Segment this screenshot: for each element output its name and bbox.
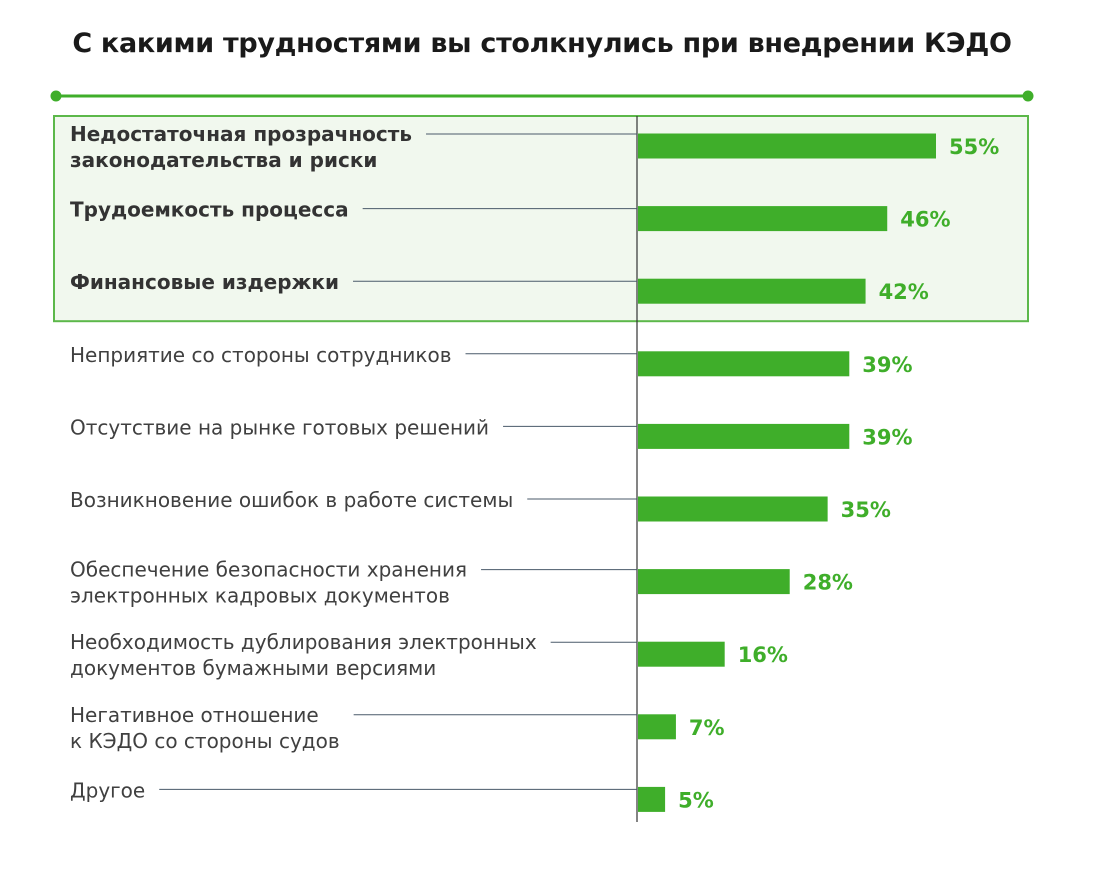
value-label: 55%	[949, 135, 999, 159]
category-label-line: Неприятие со стороны сотрудников	[70, 343, 452, 367]
chart-title: С какими трудностями вы столкнулись при …	[72, 28, 1012, 59]
category-label-line: Финансовые издержки	[70, 270, 339, 294]
category-label-line: Трудоемкость процесса	[70, 198, 349, 222]
bar	[638, 569, 790, 595]
category-label: Отсутствие на рынке готовых решений	[70, 415, 489, 439]
value-label: 42%	[879, 280, 929, 304]
category-label-line: Отсутствие на рынке готовых решений	[70, 415, 489, 439]
category-label-line: Возникновение ошибок в работе системы	[70, 488, 513, 512]
bar	[638, 206, 888, 232]
category-label: Недостаточная прозрачность законодательст…	[70, 122, 412, 172]
category-label: Негативное отношение к КЭДО со стороны су…	[70, 703, 340, 753]
bar	[638, 351, 850, 377]
category-label-line: Негативное отношение	[70, 703, 319, 727]
category-label: Неприятие со стороны сотрудников	[70, 343, 452, 367]
bar	[638, 133, 936, 159]
title-rule-dot-left	[50, 90, 62, 102]
bar	[638, 641, 725, 667]
value-label: 7%	[689, 716, 725, 740]
value-label: 39%	[862, 353, 912, 377]
title-rule-dot-right	[1022, 90, 1034, 102]
bar	[638, 496, 828, 522]
value-label: 5%	[678, 788, 714, 812]
category-label-line: к КЭДО со стороны судов	[70, 729, 340, 753]
category-label: Трудоемкость процесса	[70, 198, 349, 222]
category-label: Возникновение ошибок в работе системы	[70, 488, 513, 512]
value-label: 16%	[738, 643, 788, 667]
category-label-line: законодательства и риски	[70, 148, 377, 172]
category-label-line: Обеспечение безопасности хранения	[70, 558, 467, 582]
label-layer: Недостаточная прозрачность законодательст…	[70, 122, 999, 812]
category-label-line: Необходимость дублирования электронных	[70, 630, 537, 654]
category-label: Необходимость дублирования электронных до…	[70, 630, 537, 680]
category-label: Другое	[70, 778, 145, 802]
value-label: 28%	[803, 571, 853, 595]
bar	[638, 278, 866, 304]
bar	[638, 423, 850, 449]
leader-layer	[159, 133, 637, 790]
category-label-line: Недостаточная прозрачность	[70, 122, 412, 146]
category-label: Обеспечение безопасности хранения электро…	[70, 558, 467, 608]
bar	[638, 714, 676, 740]
bar	[638, 786, 666, 812]
category-label-line: электронных кадровых документов	[70, 584, 450, 608]
value-label: 39%	[862, 425, 912, 449]
bar-layer	[638, 133, 936, 812]
value-label: 35%	[841, 498, 891, 522]
category-label: Финансовые издержки	[70, 270, 339, 294]
value-label: 46%	[900, 208, 950, 232]
category-label-line: Другое	[70, 778, 145, 802]
category-label-line: документов бумажными версиями	[70, 656, 436, 680]
